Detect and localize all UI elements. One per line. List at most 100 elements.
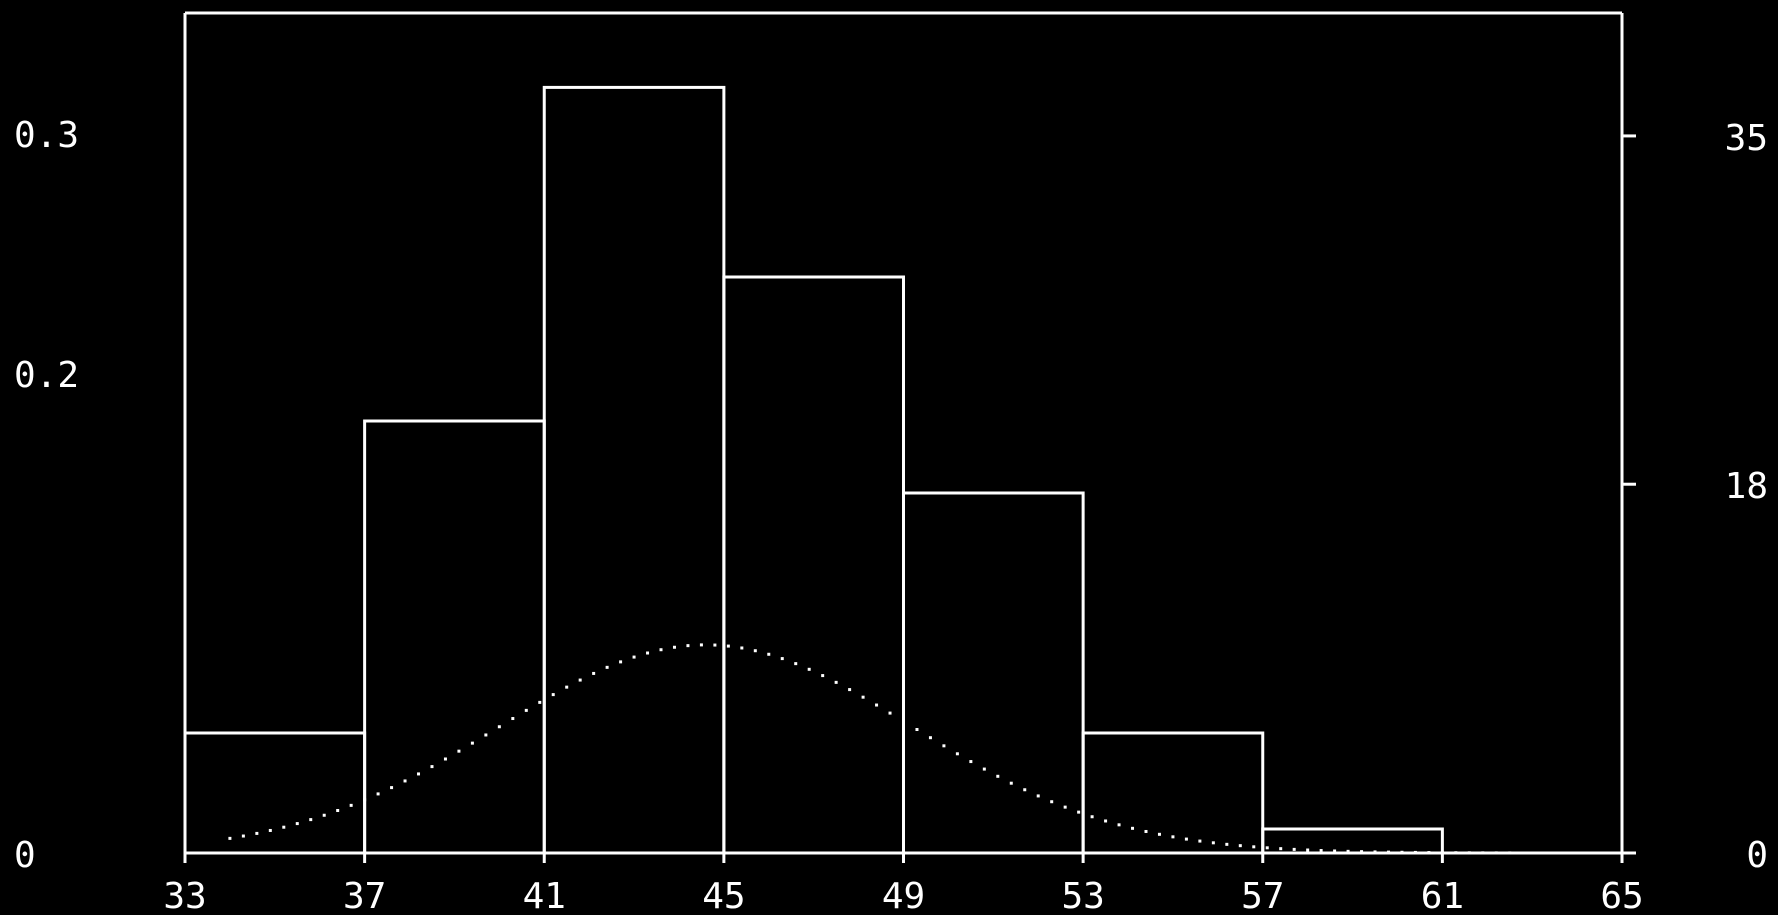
density-curve-point — [390, 786, 394, 790]
y-right-tick-label: 0 — [1746, 835, 1768, 876]
density-curve-point — [1238, 844, 1242, 848]
density-curve-point — [915, 727, 919, 731]
density-curve-point — [282, 825, 286, 829]
density-curve-point — [646, 651, 650, 655]
density-curve-point — [1279, 847, 1283, 851]
density-curve-point — [834, 680, 838, 684]
density-curve-point — [619, 660, 623, 664]
density-curve-point — [241, 834, 245, 838]
density-curve-point — [551, 693, 555, 697]
density-curve-point — [403, 779, 407, 783]
density-curve-point — [497, 725, 501, 729]
density-curve-point — [1023, 788, 1027, 792]
density-curve-point — [794, 662, 798, 666]
x-tick-label: 41 — [523, 876, 566, 915]
y-left-tick-label: 0.3 — [14, 115, 79, 156]
density-curve-point — [848, 688, 852, 692]
x-tick-label: 33 — [163, 876, 206, 915]
y-right-tick-label: 35 — [1725, 118, 1768, 159]
density-curve-point — [1157, 832, 1161, 836]
x-tick-label: 45 — [702, 876, 745, 915]
density-curve-point — [888, 711, 892, 715]
density-curve-point — [955, 752, 959, 756]
x-tick-label: 37 — [343, 876, 386, 915]
y-left-tick-label: 0.2 — [14, 355, 79, 396]
density-curve-point — [1117, 823, 1121, 827]
density-curve-point — [336, 809, 340, 813]
density-curve-point — [659, 648, 663, 652]
density-curve-point — [1319, 849, 1323, 853]
density-curve-point — [1265, 846, 1269, 850]
density-curve-point — [1171, 835, 1175, 839]
density-curve-point — [309, 818, 313, 822]
density-curve-point — [1050, 800, 1054, 804]
density-curve-point — [1131, 826, 1135, 830]
density-curve-point — [592, 671, 596, 675]
density-curve-point — [902, 719, 905, 723]
density-curve-point — [524, 708, 528, 712]
density-curve-point — [430, 765, 434, 769]
density-curve-point — [942, 744, 946, 748]
density-curve-point — [322, 813, 326, 817]
plot-frame — [183, 11, 1636, 863]
density-curve-point — [753, 649, 757, 653]
density-curve-point — [1346, 849, 1350, 853]
density-curve-point — [821, 674, 825, 678]
density-curve-point — [969, 760, 973, 764]
density-curve-point — [538, 700, 542, 704]
density-curve-point — [1009, 781, 1013, 785]
density-curve-point — [807, 667, 811, 671]
density-curve-point — [255, 831, 259, 835]
density-curve-point — [1077, 810, 1081, 814]
density-curve-point — [363, 798, 367, 802]
density-curve-point — [699, 643, 703, 647]
density-curve-point — [1063, 805, 1067, 809]
density-curve-point — [1211, 841, 1215, 845]
density-curve-point — [928, 736, 932, 740]
density-curve-point — [996, 774, 1000, 778]
density-curve-point — [376, 792, 380, 796]
density-curve-point — [268, 828, 272, 832]
density-curve-point — [1104, 819, 1108, 823]
density-curve-point — [686, 644, 690, 648]
density-curve-point — [861, 695, 865, 699]
density-curve-point — [982, 767, 986, 771]
density-curve-point — [228, 836, 232, 840]
x-tick-label: 49 — [882, 876, 925, 915]
density-curve-point — [632, 655, 636, 659]
density-curve-point — [1144, 829, 1148, 833]
density-curve-point — [605, 665, 609, 669]
density-curve-point — [443, 757, 447, 761]
density-curve-point — [1198, 839, 1202, 843]
x-tick-label: 57 — [1241, 876, 1284, 915]
density-curve-point — [1333, 849, 1337, 853]
density-curve-point — [1306, 848, 1310, 852]
y-left-tick-label: 0 — [14, 835, 36, 876]
density-curve-point — [780, 657, 784, 661]
density-curve-point — [578, 678, 582, 682]
density-curve-point — [740, 646, 744, 650]
density-curve-point — [565, 685, 569, 689]
density-curve-point — [295, 822, 299, 826]
density-curve-point — [484, 733, 488, 737]
density-curve-point — [767, 652, 771, 656]
density-curve-point — [1225, 842, 1229, 846]
x-tick-label: 53 — [1061, 876, 1104, 915]
density-curve-point — [511, 717, 515, 721]
x-tick-label: 65 — [1600, 876, 1643, 915]
density-curve-point — [726, 644, 730, 648]
density-curve-point — [1292, 847, 1296, 851]
axis-labels: 33 37 41 45 49 53 57 61 65 0 0.2 0.3 0 18 35 — [14, 115, 1768, 915]
y-right-tick-label: 18 — [1725, 466, 1768, 507]
density-curve-point — [875, 703, 879, 707]
density-curve-point — [672, 645, 676, 649]
density-curve-point — [1036, 794, 1040, 798]
x-tick-label: 61 — [1421, 876, 1464, 915]
density-curve-point — [417, 772, 421, 776]
density-curve-point — [457, 749, 461, 753]
density-curve-point — [470, 741, 474, 745]
density-curve-point — [349, 803, 353, 807]
density-curve-point — [1252, 845, 1256, 849]
